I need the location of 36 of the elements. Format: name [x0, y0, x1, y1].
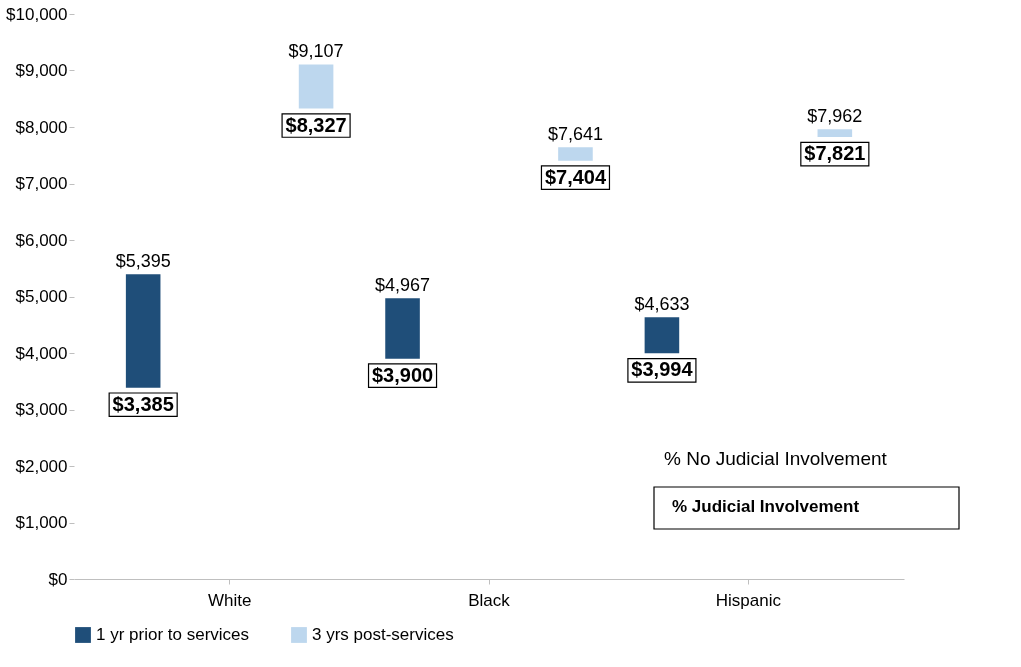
y-tick-label: $10,000 — [6, 4, 68, 24]
data-label: $7,641 — [547, 124, 603, 145]
bar — [385, 298, 420, 359]
annotation: $8,327 — [285, 113, 347, 136]
legend-label: 3 yrs post-services — [312, 625, 454, 644]
legend-label: 1 yr prior to services — [96, 625, 250, 644]
annotation: $3,385 — [112, 392, 174, 415]
bar — [125, 274, 161, 388]
y-tick-label: $3,000 — [15, 400, 68, 419]
data-label: $9,107 — [288, 41, 344, 62]
y-tick-label: $0 — [48, 569, 68, 589]
y-tick-label: $2,000 — [15, 456, 68, 476]
x-tick-label: Hispanic — [715, 590, 782, 610]
annotation: % No Judicial Involvement — [664, 448, 888, 469]
data-label: $4,967 — [375, 275, 431, 296]
annotation: $7,404 — [544, 165, 607, 188]
bar — [644, 317, 680, 354]
annotation: $3,900 — [371, 363, 434, 386]
data-label: $4,633 — [634, 294, 690, 315]
annotation: $3,994 — [631, 358, 694, 381]
bar — [558, 147, 593, 161]
y-tick-label: $4,000 — [15, 343, 68, 363]
y-tick-label: $9,000 — [15, 61, 68, 80]
y-tick-label: $1,000 — [15, 513, 68, 532]
bar — [817, 129, 853, 138]
x-tick-label: Black — [468, 590, 511, 610]
x-tick-label: White — [207, 590, 252, 610]
data-label: $7,962 — [807, 106, 863, 127]
y-tick-label: $7,000 — [15, 174, 68, 193]
annotation: % Judicial Involvement — [672, 497, 860, 516]
annotation: $7,821 — [804, 142, 866, 165]
data-label: $5,395 — [115, 251, 171, 272]
bar — [298, 64, 334, 109]
y-tick-label: $6,000 — [15, 230, 68, 250]
y-tick-label: $8,000 — [15, 117, 68, 137]
y-tick-label: $5,000 — [15, 287, 68, 306]
